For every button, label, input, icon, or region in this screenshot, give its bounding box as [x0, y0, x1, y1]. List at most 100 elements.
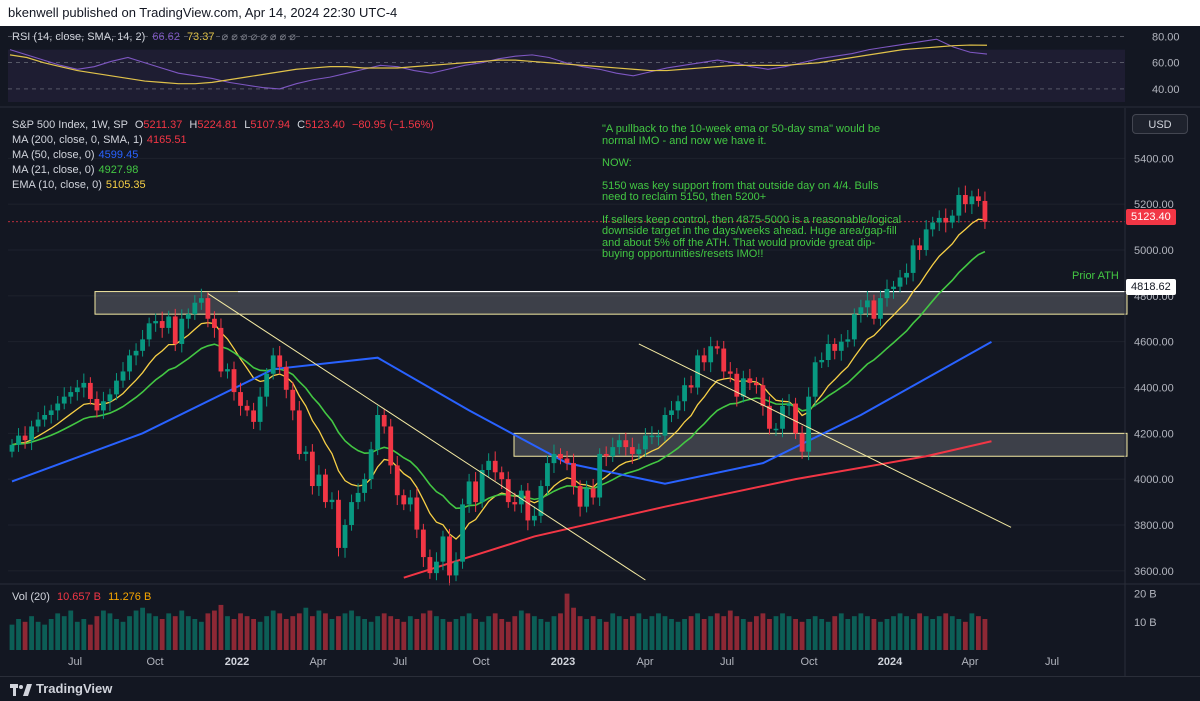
candle-body — [976, 196, 981, 201]
volume-bar — [616, 616, 622, 650]
open-label: O — [134, 119, 144, 131]
ma21-line — [11, 250, 986, 510]
volume-bar — [434, 616, 439, 650]
candle-body — [590, 488, 596, 498]
candle-body — [675, 401, 681, 411]
ema10-value: 5105.35 — [105, 179, 146, 191]
volume-bar — [577, 616, 583, 650]
ma200-label: MA (200, close, 0, SMA, 1) — [12, 134, 143, 146]
candles — [9, 185, 988, 586]
volume-bar — [22, 621, 28, 650]
volume-bar — [780, 613, 785, 650]
volume-bar — [166, 613, 172, 650]
price-tick-label: 5200.00 — [1134, 199, 1174, 211]
volume-bar — [225, 616, 230, 650]
volume-bar — [701, 619, 707, 650]
volume-bar — [218, 604, 224, 650]
low-value: 5107.94 — [250, 119, 291, 131]
volume-bar — [74, 621, 80, 650]
candle-body — [832, 343, 838, 351]
candle-body — [871, 300, 877, 319]
candle-body — [558, 453, 563, 459]
volume-bar — [538, 619, 544, 650]
candle-body — [825, 343, 831, 360]
candle-body — [460, 504, 465, 562]
volume-bar — [9, 624, 15, 650]
volume-bar — [192, 619, 198, 650]
candle-body — [910, 245, 916, 273]
volume-bar — [982, 619, 988, 650]
vol-label: Vol (20) — [12, 591, 50, 603]
volume-bar — [884, 619, 890, 650]
candle-body — [270, 355, 276, 374]
candle-body — [616, 440, 622, 448]
volume-bar — [629, 616, 635, 650]
volume-bar — [420, 613, 426, 650]
volume-bar — [819, 619, 825, 650]
candle-body — [629, 447, 635, 454]
volume-bar — [721, 616, 727, 650]
currency-button[interactable]: USD — [1132, 114, 1188, 134]
vol-value-1: 10.657 B — [56, 591, 102, 603]
volume-bar — [244, 616, 250, 650]
volume-bar — [845, 619, 851, 650]
candle-body — [780, 405, 785, 429]
rsi-value: 66.62 — [152, 31, 180, 43]
candle-body — [120, 371, 126, 381]
candle-body — [597, 453, 603, 498]
rsi-tick-label: 60.00 — [1152, 58, 1180, 70]
volume-bar — [923, 616, 929, 650]
price-chart[interactable]: 40.00 60.00 80.00 10 B 20 B 3600.00 3800.00 4… — [0, 26, 1200, 676]
candle-body — [264, 373, 270, 397]
candle-body — [747, 378, 753, 383]
annotation-p4: If sellers keep control, then 4875-5000 … — [602, 213, 902, 260]
volume-bar — [956, 619, 962, 650]
publisher-text: bkenwell published on TradingView.com, A… — [8, 5, 398, 20]
candle-body — [329, 499, 335, 503]
volume-bar — [133, 610, 139, 650]
candle-body — [636, 449, 642, 454]
candle-body — [812, 362, 818, 397]
tradingview-logo[interactable]: TradingView — [10, 681, 112, 696]
volume-bar — [179, 610, 185, 650]
candle-body — [799, 433, 805, 452]
candle-body — [734, 373, 740, 397]
volume-bar — [127, 616, 132, 650]
candle-body — [101, 401, 106, 411]
volume-bar — [904, 616, 909, 650]
trendline — [638, 343, 1012, 528]
volume-bar — [107, 613, 113, 650]
volume-bar — [962, 621, 968, 650]
volume-bar — [753, 616, 759, 650]
candle-body — [969, 196, 975, 205]
candle-body — [114, 380, 119, 395]
candle-body — [303, 451, 309, 454]
candle-body — [87, 382, 93, 399]
volume-bar — [590, 616, 596, 650]
volume-bar — [94, 616, 100, 650]
volume-bar — [329, 619, 335, 650]
candle-body — [479, 470, 485, 503]
volume-bar — [682, 619, 687, 650]
candle-body — [323, 474, 328, 503]
change-value: −80.95 (−1.56%) — [351, 119, 434, 131]
ma200-value: 4165.51 — [146, 134, 187, 146]
candle-body — [878, 298, 883, 319]
volume-bar — [388, 616, 394, 650]
candle-body — [218, 327, 224, 372]
low-label: L — [244, 119, 251, 131]
symbol-label: S&P 500 Index, 1W, SP — [12, 119, 128, 131]
volume-bar — [812, 616, 818, 650]
volume-bar — [355, 616, 361, 650]
volume-bar — [375, 616, 381, 650]
volume-bar — [440, 619, 446, 650]
volume-bar — [205, 613, 211, 650]
volume-bar — [564, 593, 570, 650]
candle-body — [185, 314, 191, 319]
moving-averages — [11, 218, 992, 579]
volume-bar — [767, 619, 772, 650]
price-tick-label: 4200.00 — [1134, 428, 1174, 440]
volume-bar — [101, 610, 106, 650]
candle-body — [35, 419, 41, 427]
candle-body — [949, 215, 955, 223]
